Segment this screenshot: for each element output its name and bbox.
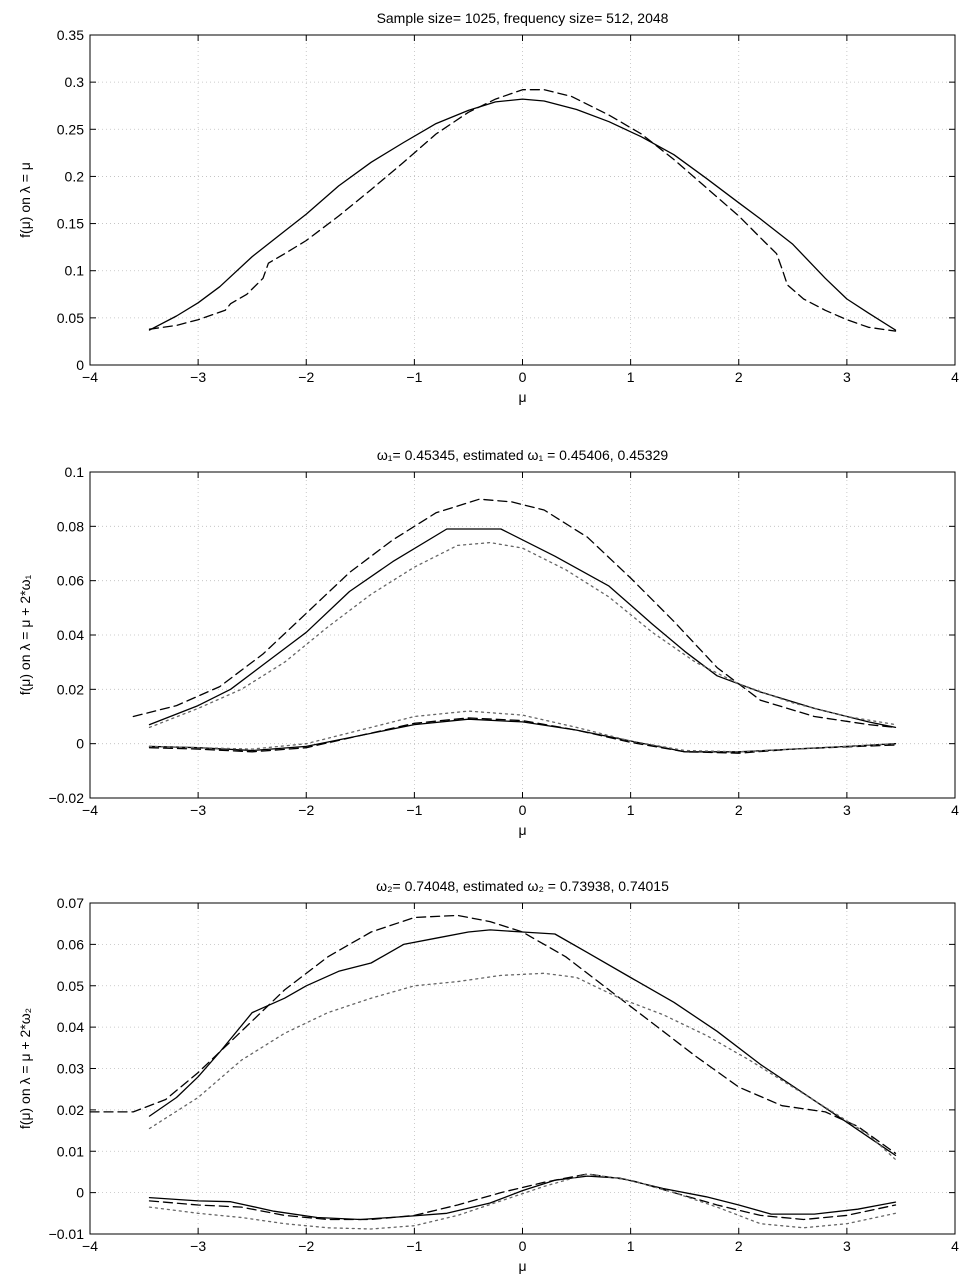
series-line-dashed bbox=[148, 1173, 897, 1221]
y-tick-label: 0.02 bbox=[57, 681, 84, 697]
y-tick-label: 0 bbox=[76, 1185, 84, 1201]
y-axis-label: f(μ) on λ = μ + 2*ω₂ bbox=[17, 1008, 33, 1129]
x-tick-label: −2 bbox=[298, 1238, 314, 1254]
x-tick-label: 1 bbox=[627, 369, 635, 385]
x-tick-label: 0 bbox=[519, 369, 527, 385]
y-tick-label: 0.3 bbox=[65, 74, 85, 90]
x-tick-label: 4 bbox=[951, 369, 959, 385]
x-tick-label: 2 bbox=[735, 369, 743, 385]
x-tick-label: 4 bbox=[951, 1238, 959, 1254]
series-line-dotted bbox=[148, 541, 897, 729]
series-line-dashed bbox=[148, 89, 897, 332]
y-tick-label: 0.05 bbox=[57, 978, 84, 994]
x-tick-label: 3 bbox=[843, 802, 851, 818]
y-tick-label: 0 bbox=[76, 736, 84, 752]
chart-panel-1: −4 −3 −2 −1 0 1 2 3 4 0 0.05 0.1 0.15 0.2 0.25 0.3 0.35 S… bbox=[17, 10, 959, 405]
x-tick-label: −1 bbox=[406, 369, 422, 385]
y-tick-label: 0.06 bbox=[57, 573, 84, 589]
y-tick-label: −0.01 bbox=[49, 1226, 85, 1242]
x-tick-label: −3 bbox=[190, 369, 206, 385]
x-tick-label: −4 bbox=[82, 369, 98, 385]
y-tick-label: 0.02 bbox=[57, 1102, 84, 1118]
x-tick-label: 1 bbox=[627, 1238, 635, 1254]
chart-title: ω₂= 0.74048, estimated ω₂ = 0.73938, 0.7… bbox=[376, 878, 669, 894]
x-tick-label: 0 bbox=[519, 802, 527, 818]
y-tick-label: 0.07 bbox=[57, 895, 84, 911]
series-line-dotted bbox=[148, 972, 897, 1161]
x-tick-label: 4 bbox=[951, 802, 959, 818]
x-tick-label: 2 bbox=[735, 1238, 743, 1254]
y-tick-label: −0.02 bbox=[49, 790, 85, 806]
series-line-dashed bbox=[132, 498, 897, 729]
y-tick-label: 0.2 bbox=[65, 168, 85, 184]
chart-panel-2: −4 −3 −2 −1 0 1 2 3 4 −0.02 0 0.02 0.04 0.06 0.08 0.1 ω₁… bbox=[17, 447, 959, 838]
x-tick-label: −2 bbox=[298, 369, 314, 385]
y-tick-label: 0.08 bbox=[57, 518, 84, 534]
x-tick-label: −1 bbox=[406, 802, 422, 818]
y-tick-label: 0.06 bbox=[57, 936, 84, 952]
x-tick-label: −4 bbox=[82, 802, 98, 818]
series-line-solid bbox=[148, 98, 897, 331]
y-tick-label: 0.1 bbox=[65, 263, 85, 279]
series-line-dashed bbox=[148, 717, 897, 754]
x-axis-label: μ bbox=[518, 389, 526, 405]
x-tick-label: −4 bbox=[82, 1238, 98, 1254]
x-axis-label: μ bbox=[518, 822, 526, 838]
series-line-solid bbox=[148, 929, 897, 1157]
chart-title: Sample size= 1025, frequency size= 512, … bbox=[377, 10, 669, 26]
y-tick-label: 0.05 bbox=[57, 310, 84, 326]
series-line-dashed bbox=[89, 914, 897, 1154]
x-tick-label: −1 bbox=[406, 1238, 422, 1254]
x-axis-label: μ bbox=[518, 1258, 526, 1274]
chart-title: ω₁= 0.45345, estimated ω₁ = 0.45406, 0.4… bbox=[377, 447, 669, 463]
y-tick-label: 0 bbox=[76, 357, 84, 373]
y-tick-label: 0.25 bbox=[57, 121, 84, 137]
y-tick-label: 0.04 bbox=[57, 1019, 84, 1035]
y-tick-label: 0.35 bbox=[57, 27, 84, 43]
y-tick-label: 0.03 bbox=[57, 1061, 84, 1077]
y-tick-label: 0.01 bbox=[57, 1143, 84, 1159]
y-axis-label: f(μ) on λ = μ + 2*ω₁ bbox=[17, 574, 33, 695]
y-tick-label: 0.15 bbox=[57, 216, 84, 232]
x-tick-label: −3 bbox=[190, 1238, 206, 1254]
x-tick-label: 1 bbox=[627, 802, 635, 818]
chart-panel-3: −4 −3 −2 −1 0 1 2 3 4 −0.01 0 0.01 0.02 0.03 0.04 0.05 0… bbox=[17, 878, 959, 1274]
y-tick-label: 0.1 bbox=[65, 464, 85, 480]
x-tick-label: 0 bbox=[519, 1238, 527, 1254]
x-tick-label: 2 bbox=[735, 802, 743, 818]
series-line-dotted bbox=[148, 1173, 897, 1230]
y-tick-label: 0.04 bbox=[57, 627, 84, 643]
y-axis-label: f(μ) on λ = μ bbox=[17, 162, 33, 238]
x-tick-label: −2 bbox=[298, 802, 314, 818]
x-tick-label: 3 bbox=[843, 1238, 851, 1254]
series-line-solid bbox=[148, 1175, 897, 1221]
x-tick-label: −3 bbox=[190, 802, 206, 818]
x-tick-label: 3 bbox=[843, 369, 851, 385]
series-line-dotted bbox=[148, 710, 897, 753]
